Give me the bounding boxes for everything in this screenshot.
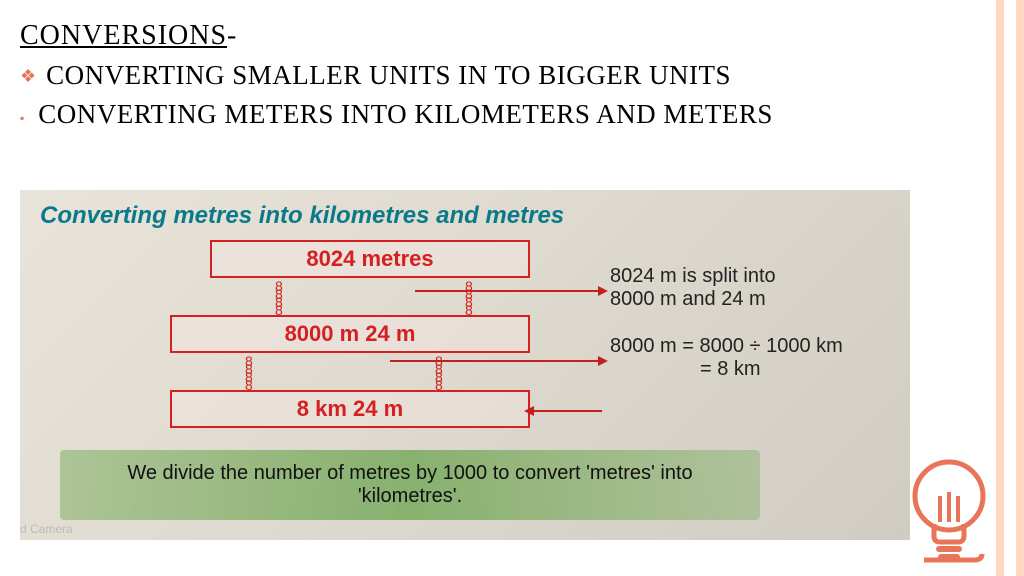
arrow-line bbox=[415, 290, 600, 292]
note1-line2: 8000 m and 24 m bbox=[610, 288, 776, 311]
camera-watermark: d Camera bbox=[20, 522, 73, 536]
arrow-head-icon bbox=[598, 356, 608, 366]
arrow-line bbox=[532, 410, 602, 412]
title-underlined: CONVERSIONS bbox=[20, 20, 227, 51]
bullet-row-1: ❖ CONVERTING SMALLER UNITS IN TO BIGGER … bbox=[20, 60, 994, 91]
title-suffix: - bbox=[227, 20, 237, 51]
slide-border-right bbox=[996, 0, 1024, 576]
lightbulb-icon bbox=[904, 456, 994, 566]
note2-line1: 8000 m = 8000 ÷ 1000 km bbox=[610, 335, 843, 358]
connector-icon: 8888 bbox=[245, 357, 253, 389]
note-divide: 8000 m = 8000 ÷ 1000 km = 8 km bbox=[610, 335, 843, 381]
slide-border-inner bbox=[1004, 0, 1016, 576]
conversion-box-2: 8000 m 24 m bbox=[170, 315, 530, 353]
header-region: CONVERSIONS- ❖ CONVERTING SMALLER UNITS … bbox=[0, 0, 1024, 130]
square-bullet-icon: ▪ bbox=[20, 111, 24, 126]
textbook-photo: Converting metres into kilometres and me… bbox=[20, 190, 910, 540]
note-split: 8024 m is split into 8000 m and 24 m bbox=[610, 265, 776, 311]
conversion-box-1: 8024 metres bbox=[210, 240, 530, 278]
bullet-text-1: CONVERTING SMALLER UNITS IN TO BIGGER UN… bbox=[46, 60, 731, 91]
note2-line2: = 8 km bbox=[610, 358, 843, 381]
arrow-head-icon bbox=[524, 406, 534, 416]
connector-icon: 8888 bbox=[465, 282, 473, 314]
bullet-row-2: ▪ CONVERTING METERS INTO KILOMETERS AND … bbox=[20, 99, 994, 130]
diamond-bullet-icon: ❖ bbox=[20, 66, 36, 87]
connector-icon: 8888 bbox=[275, 282, 283, 314]
arrow-head-icon bbox=[598, 286, 608, 296]
rule-highlight: We divide the number of metres by 1000 t… bbox=[60, 450, 760, 520]
bullet-text-2: CONVERTING METERS INTO KILOMETERS AND ME… bbox=[38, 99, 773, 130]
textbook-title: Converting metres into kilometres and me… bbox=[20, 190, 910, 230]
note1-line1: 8024 m is split into bbox=[610, 265, 776, 288]
conversion-box-3: 8 km 24 m bbox=[170, 390, 530, 428]
page-title: CONVERSIONS- bbox=[20, 20, 994, 52]
arrow-line bbox=[390, 360, 600, 362]
